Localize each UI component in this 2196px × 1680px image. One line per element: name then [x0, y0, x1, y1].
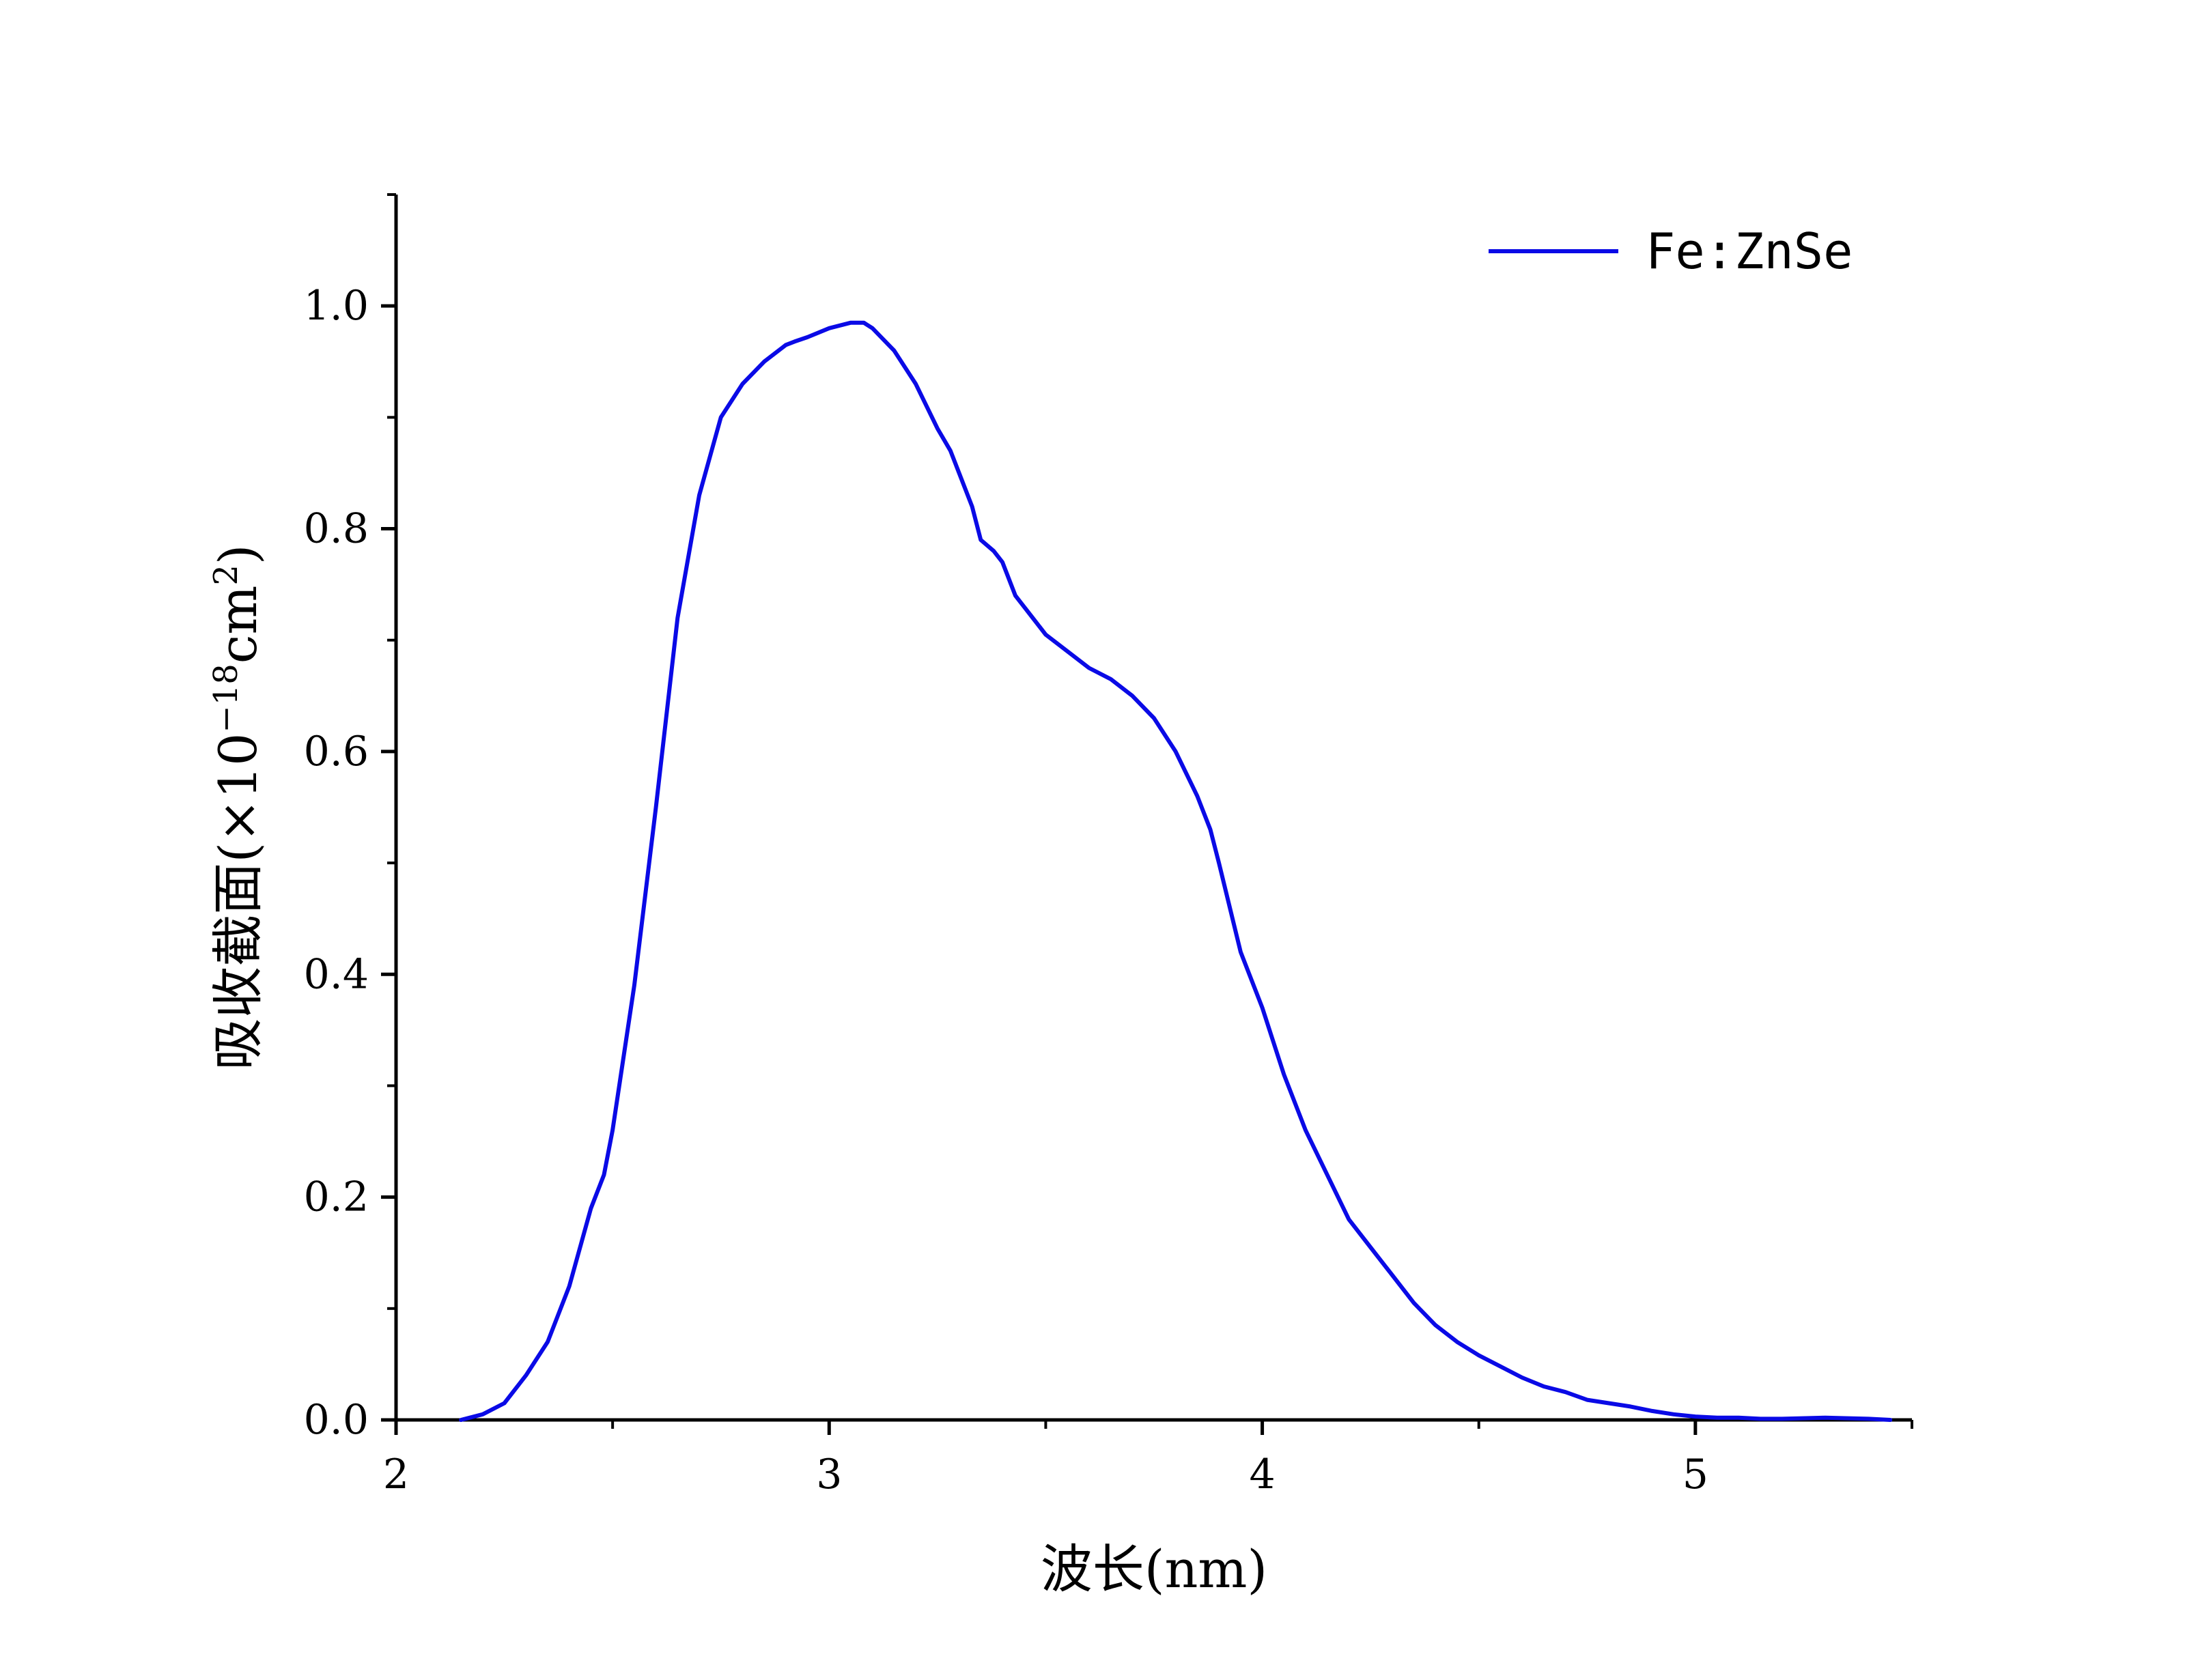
axes: 2 3 4 5 0.0 0.2 0.4 0.6 0.8 1.0: [304, 193, 1913, 1498]
y-tick-label: 1.0: [304, 282, 369, 330]
x-tick-label: 4: [1249, 1451, 1275, 1498]
legend-label: Fe:ZnSe: [1646, 223, 1853, 280]
y-axis-title-exponent: −18: [207, 664, 245, 732]
y-axis-title-unit-exponent: 2: [207, 565, 245, 586]
y-tick-label: 0.0: [304, 1396, 369, 1444]
legend: Fe:ZnSe: [1489, 223, 1853, 280]
y-axis-title-unit: cm: [208, 586, 268, 664]
y-axis-title-prefix: 吸收截面(×10: [208, 733, 268, 1070]
x-ticks: 2 3 4 5: [383, 1420, 1913, 1498]
y-tick-label: 0.8: [304, 505, 369, 553]
series-layer: [459, 320, 1893, 1422]
y-axis-title-suffix: ): [208, 544, 268, 565]
y-tick-label: 0.2: [304, 1173, 369, 1221]
y-tick-label: 0.4: [304, 950, 369, 998]
y-ticks: 0.0 0.2 0.4 0.6 0.8 1.0: [304, 193, 396, 1444]
series-line-fe-znse: [459, 320, 1893, 1422]
y-tick-label: 0.6: [304, 728, 369, 775]
x-tick-label: 2: [383, 1451, 409, 1498]
x-axis-title: 波长(nm): [1041, 1539, 1267, 1599]
x-tick-label: 3: [816, 1451, 842, 1498]
y-axis-title: 吸收截面(×10−18cm2): [207, 544, 268, 1070]
x-tick-label: 5: [1683, 1451, 1708, 1498]
